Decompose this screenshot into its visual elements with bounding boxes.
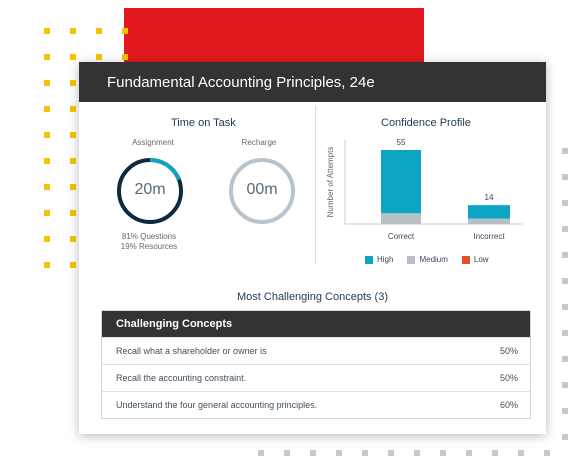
decorative-dot — [562, 252, 568, 258]
decorative-dot — [562, 200, 568, 206]
legend-label-high: High — [377, 255, 394, 264]
decorative-dot — [96, 54, 102, 60]
legend-item-high: High — [365, 255, 393, 264]
recharge-ring — [229, 158, 295, 224]
table-row[interactable]: Understand the four general accounting p… — [102, 391, 530, 418]
recharge-ring-track — [229, 158, 295, 224]
time-on-task-title: Time on Task — [171, 117, 236, 129]
recharge-label: Recharge — [241, 138, 277, 147]
assignment-ring-progress — [117, 158, 183, 224]
decorative-dot — [562, 356, 568, 362]
concept-value: 50% — [499, 373, 518, 383]
decorative-dot — [122, 54, 128, 60]
decorative-dot — [122, 28, 128, 34]
panel-divider — [315, 106, 316, 264]
breakdown-resources: 19% Resources — [120, 242, 178, 251]
decorative-dot — [44, 80, 50, 86]
decorative-dot — [562, 174, 568, 180]
card-header: Fundamental Accounting Principles, 24e — [79, 62, 546, 102]
x-tick-label: Incorrect — [473, 232, 505, 241]
confidence-chart: Number of Attempts 55 Correct 14 Incorrect — [326, 138, 523, 241]
legend-item-low: Low — [461, 255, 489, 264]
decorative-dot — [44, 184, 50, 190]
decorative-dot — [44, 132, 50, 138]
decorative-dot — [414, 450, 420, 456]
bar-group: 55 Correct 14 Incorrect — [381, 138, 510, 241]
decorative-dot — [492, 450, 498, 456]
breakdown-questions: 81% Questions — [121, 232, 177, 241]
legend-label-medium: Medium — [419, 255, 448, 264]
bar-high-correct — [381, 150, 421, 214]
decorative-dot — [310, 450, 316, 456]
decorative-dot — [466, 450, 472, 456]
decorative-dot — [70, 132, 76, 138]
decorative-dot — [562, 330, 568, 336]
decorative-dot — [44, 106, 50, 112]
decorative-dot — [336, 450, 342, 456]
decorative-dot — [70, 158, 76, 164]
legend-swatch-low — [461, 255, 470, 264]
decorative-dot — [70, 210, 76, 216]
decorative-dot — [44, 210, 50, 216]
decorative-dot — [440, 450, 446, 456]
concept-label: Recall what a shareholder or owner is — [116, 346, 267, 356]
decorative-dot — [388, 450, 394, 456]
assignment-label: Assignment — [132, 138, 174, 147]
decorative-dot — [44, 236, 50, 242]
table-row[interactable]: Recall the accounting constraint. 50% — [102, 364, 530, 391]
bar-total-label: 14 — [485, 193, 494, 202]
bar-high-incorrect — [468, 205, 510, 219]
chart-legend: High Medium Low — [365, 255, 489, 264]
card-title: Fundamental Accounting Principles, 24e — [107, 73, 375, 91]
concepts-table: Challenging Concepts Recall what a share… — [101, 310, 531, 419]
decorative-dot — [562, 408, 568, 414]
decorative-dot — [70, 54, 76, 60]
decorative-dot — [258, 450, 264, 456]
decorative-dot — [70, 262, 76, 268]
assignment-value: 20m — [134, 181, 166, 198]
concept-label: Recall the accounting constraint. — [116, 373, 247, 383]
decorative-dot — [518, 450, 524, 456]
recharge-value: 00m — [246, 181, 278, 198]
decorative-dot — [44, 158, 50, 164]
concepts-table-header: Challenging Concepts — [102, 311, 530, 337]
concept-value: 50% — [499, 346, 518, 356]
decorative-dot — [70, 106, 76, 112]
most-challenging-concepts-title: Most Challenging Concepts (3) — [236, 291, 389, 303]
decorative-dot — [44, 262, 50, 268]
decorative-dot — [70, 184, 76, 190]
legend-label-low: Low — [473, 255, 489, 264]
assignment-ring — [117, 158, 183, 224]
legend-swatch-high — [365, 255, 373, 264]
concept-label: Understand the four general accounting p… — [116, 400, 318, 410]
decorative-dot — [562, 382, 568, 388]
decorative-dot — [362, 450, 368, 456]
bar-total-label: 55 — [397, 138, 406, 147]
x-tick-label: Correct — [388, 232, 415, 241]
decorative-dot — [544, 450, 550, 456]
decorative-dot — [70, 236, 76, 242]
decorative-dot — [44, 28, 50, 34]
report-card: Fundamental Accounting Principles, 24e T… — [79, 62, 546, 434]
decorative-dot — [562, 434, 568, 440]
decorative-dot — [562, 304, 568, 310]
y-axis-label: Number of Attempts — [326, 147, 335, 218]
decorative-dot — [562, 226, 568, 232]
decorative-dot — [96, 28, 102, 34]
decorative-dot — [70, 28, 76, 34]
decorative-dot — [44, 54, 50, 60]
decorative-dot — [70, 80, 76, 86]
concept-value: 60% — [499, 400, 518, 410]
legend-swatch-medium — [407, 255, 416, 264]
legend-item-medium: Medium — [407, 255, 448, 264]
table-row[interactable]: Recall what a shareholder or owner is 50… — [102, 337, 530, 364]
decorative-dot — [284, 450, 290, 456]
bar-medium-correct — [381, 213, 421, 224]
bar-medium-incorrect — [468, 218, 510, 224]
confidence-profile-title: Confidence Profile — [381, 117, 471, 129]
decorative-dot — [562, 148, 568, 154]
decorative-dot — [562, 278, 568, 284]
